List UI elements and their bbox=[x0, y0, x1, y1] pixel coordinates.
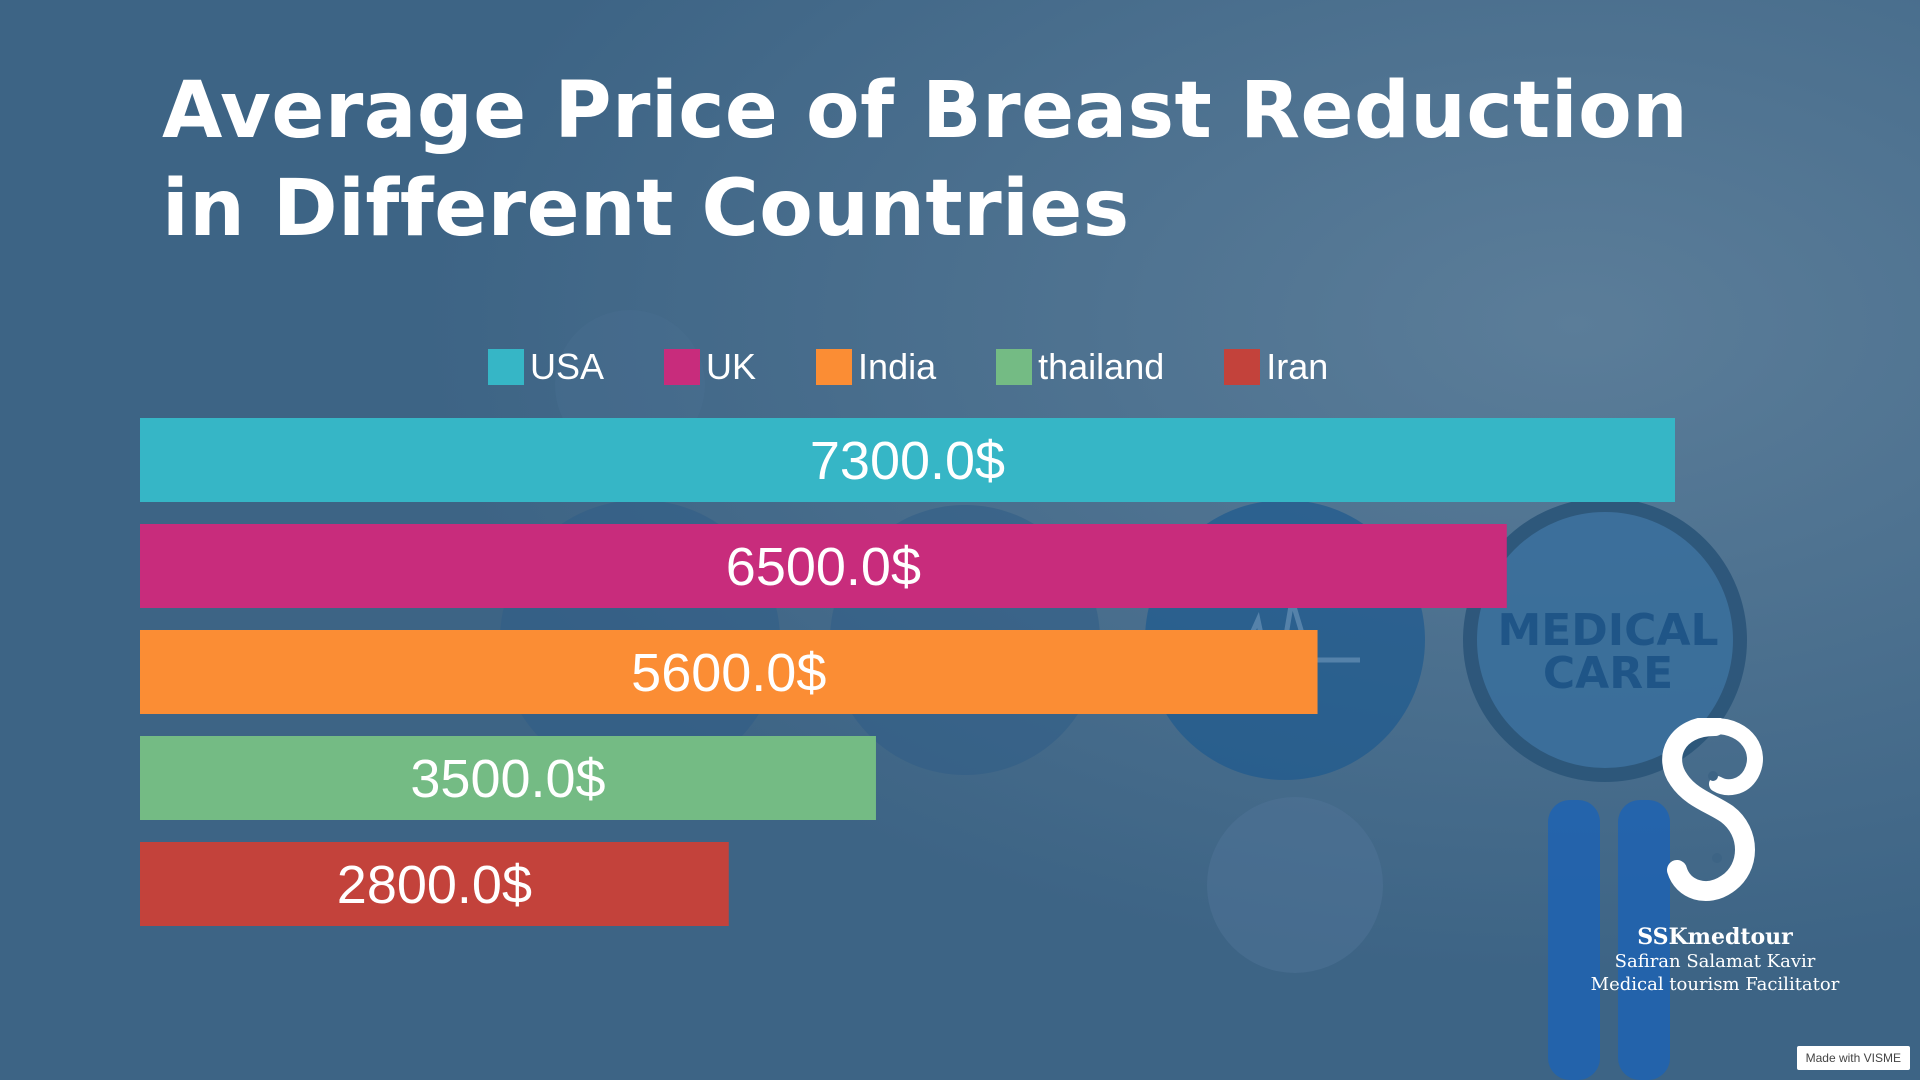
legend: USA UK India thailand Iran bbox=[488, 346, 1388, 388]
legend-item-iran: Iran bbox=[1224, 346, 1328, 388]
legend-item-uk: UK bbox=[664, 346, 756, 388]
bar-label-thailand: 3500.0$ bbox=[410, 749, 605, 809]
legend-swatch-india bbox=[816, 349, 853, 385]
drop-circle bbox=[1207, 797, 1383, 973]
made-with-visme-badge[interactable]: Made with VISME bbox=[1796, 1046, 1910, 1070]
bar-label-uk: 6500.0$ bbox=[726, 537, 921, 597]
bar-usa bbox=[140, 418, 1675, 502]
stethoscope-tube-left bbox=[1548, 800, 1600, 1080]
legend-label-uk: UK bbox=[706, 346, 757, 387]
legend-label-iran: Iran bbox=[1266, 346, 1329, 387]
logo-line-1: Safiran Salamat Kavir bbox=[1614, 951, 1816, 972]
bar-iran bbox=[140, 842, 729, 926]
stethoscope-tube-right bbox=[1618, 800, 1670, 1080]
bar-label-usa: 7300.0$ bbox=[810, 431, 1005, 491]
legend-label-usa: USA bbox=[530, 346, 605, 387]
legend-swatch-uk bbox=[664, 349, 701, 385]
legend-item-thailand: thailand bbox=[996, 346, 1164, 388]
legend-swatch-thailand bbox=[996, 349, 1033, 385]
medical-care-badge-line2: CARE bbox=[1543, 648, 1673, 699]
logo-line-2: Medical tourism Facilitator bbox=[1590, 974, 1840, 995]
stethoscope-ring bbox=[1463, 498, 1747, 782]
legend-swatch-usa bbox=[488, 349, 524, 385]
bar-uk bbox=[140, 524, 1507, 608]
legend-label-thailand: thailand bbox=[1038, 346, 1165, 387]
chart-title: Average Price of Breast Reduction in Dif… bbox=[162, 66, 1689, 254]
legend-item-india: India bbox=[816, 346, 936, 388]
legend-item-usa: USA bbox=[488, 346, 604, 388]
medical-care-badge-line1: MEDICAL bbox=[1497, 605, 1718, 656]
bar-label-iran: 2800.0$ bbox=[337, 855, 532, 915]
company-logo: SSKmedtour Safiran Salamat Kavir Medical… bbox=[1590, 718, 1840, 996]
legend-swatch-iran bbox=[1224, 349, 1261, 385]
bar-india bbox=[140, 630, 1318, 714]
bar-thailand bbox=[140, 736, 876, 820]
bar-label-india: 5600.0$ bbox=[631, 643, 826, 703]
legend-label-india: India bbox=[858, 346, 937, 387]
ssk-logo-icon bbox=[1662, 718, 1763, 902]
logo-name: SSKmedtour bbox=[1637, 924, 1793, 950]
